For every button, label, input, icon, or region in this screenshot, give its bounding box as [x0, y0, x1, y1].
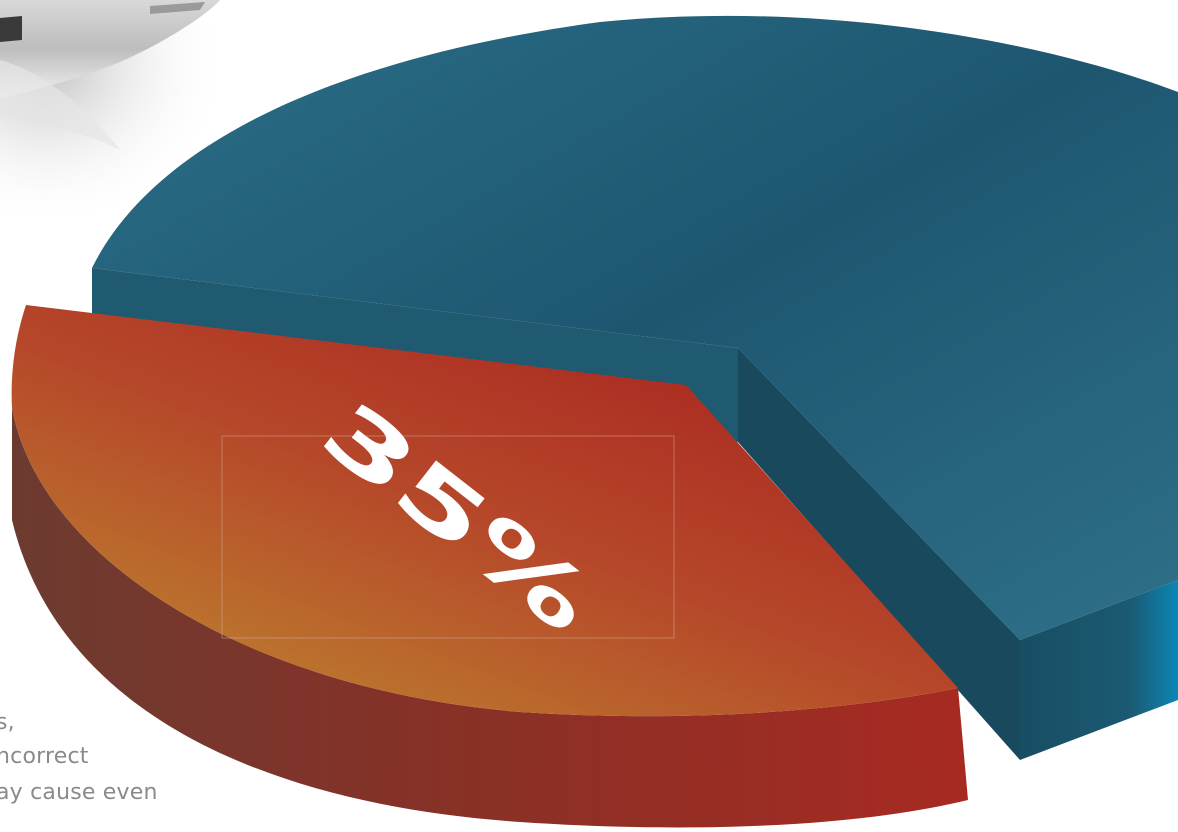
pie-slice: [11, 305, 958, 717]
pie-slice-side: [12, 408, 968, 828]
body-text-line: ncorrect: [0, 744, 89, 769]
laptop-icon: [0, 0, 230, 210]
pie-slice: [92, 15, 1178, 640]
label-box: [221, 435, 675, 639]
pie-slice-side: [738, 348, 1020, 760]
body-text-line: ay cause even: [0, 780, 158, 805]
body-text-line: s,: [0, 710, 15, 735]
